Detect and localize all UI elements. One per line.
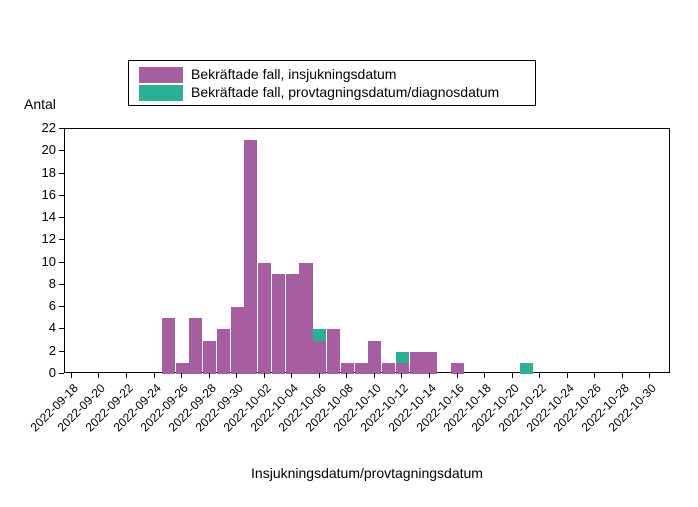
y-tick-label: 18 bbox=[34, 165, 56, 180]
x-tick bbox=[71, 373, 72, 378]
y-tick bbox=[59, 173, 64, 174]
legend-label-series1: Bekräftade fall, insjukningsdatum bbox=[191, 66, 396, 82]
y-tick bbox=[59, 239, 64, 240]
x-tick bbox=[649, 373, 650, 378]
bar-insjukningsdatum bbox=[382, 363, 395, 374]
bar-provtagningsdatum bbox=[520, 363, 533, 374]
x-tick bbox=[126, 373, 127, 378]
x-tick bbox=[236, 373, 237, 378]
bar-insjukningsdatum bbox=[162, 318, 175, 374]
bar-insjukningsdatum bbox=[299, 263, 312, 374]
bar-insjukningsdatum bbox=[368, 341, 381, 374]
bar-provtagningsdatum bbox=[396, 352, 409, 363]
y-tick-label: 4 bbox=[34, 320, 56, 335]
bar-insjukningsdatum bbox=[341, 363, 354, 374]
x-tick bbox=[567, 373, 568, 378]
bar-insjukningsdatum bbox=[244, 140, 257, 374]
y-tick-label: 6 bbox=[34, 298, 56, 313]
x-tick bbox=[539, 373, 540, 378]
y-tick bbox=[59, 150, 64, 151]
x-tick bbox=[484, 373, 485, 378]
x-tick bbox=[622, 373, 623, 378]
x-tick bbox=[98, 373, 99, 378]
bar-insjukningsdatum bbox=[423, 352, 436, 374]
plot-area bbox=[64, 128, 670, 373]
bar-insjukningsdatum bbox=[231, 307, 244, 374]
x-tick bbox=[429, 373, 430, 378]
bar-insjukningsdatum bbox=[272, 274, 285, 374]
y-tick bbox=[59, 373, 64, 374]
bar-insjukningsdatum bbox=[286, 274, 299, 374]
x-tick bbox=[594, 373, 595, 378]
y-tick bbox=[59, 262, 64, 263]
bar-insjukningsdatum bbox=[203, 341, 216, 374]
y-tick-label: 0 bbox=[34, 365, 56, 380]
y-tick-label: 12 bbox=[34, 231, 56, 246]
y-tick bbox=[59, 306, 64, 307]
y-tick bbox=[59, 195, 64, 196]
bar-insjukningsdatum bbox=[410, 352, 423, 374]
y-tick bbox=[59, 128, 64, 129]
bar-insjukningsdatum bbox=[355, 363, 368, 374]
y-axis-label: Antal bbox=[24, 96, 56, 112]
x-tick bbox=[319, 373, 320, 378]
y-tick-label: 22 bbox=[34, 120, 56, 135]
y-tick-label: 20 bbox=[34, 142, 56, 157]
y-tick bbox=[59, 284, 64, 285]
bar-insjukningsdatum bbox=[313, 341, 326, 374]
x-tick bbox=[457, 373, 458, 378]
y-tick-label: 10 bbox=[34, 254, 56, 269]
bar-provtagningsdatum bbox=[313, 329, 326, 340]
y-tick-label: 14 bbox=[34, 209, 56, 224]
y-tick bbox=[59, 351, 64, 352]
y-tick bbox=[59, 217, 64, 218]
x-tick bbox=[346, 373, 347, 378]
bar-insjukningsdatum bbox=[189, 318, 202, 374]
y-tick-label: 16 bbox=[34, 187, 56, 202]
x-tick bbox=[209, 373, 210, 378]
legend-label-series2: Bekräftade fall, provtagningsdatum/diagn… bbox=[191, 84, 499, 100]
legend-swatch-series1 bbox=[139, 67, 183, 83]
y-tick-label: 8 bbox=[34, 276, 56, 291]
x-axis-label: Insjukningsdatum/provtagningsdatum bbox=[64, 465, 670, 481]
x-tick bbox=[264, 373, 265, 378]
bar-insjukningsdatum bbox=[258, 263, 271, 374]
x-tick bbox=[401, 373, 402, 378]
x-tick bbox=[154, 373, 155, 378]
y-tick-label: 2 bbox=[34, 343, 56, 358]
legend: Bekräftade fall, insjukningsdatum Bekräf… bbox=[128, 60, 536, 106]
x-tick bbox=[181, 373, 182, 378]
legend-swatch-series2 bbox=[139, 85, 183, 101]
bar-insjukningsdatum bbox=[327, 329, 340, 374]
y-tick bbox=[59, 328, 64, 329]
x-tick bbox=[374, 373, 375, 378]
x-tick bbox=[512, 373, 513, 378]
bar-insjukningsdatum bbox=[217, 329, 230, 374]
x-tick bbox=[291, 373, 292, 378]
